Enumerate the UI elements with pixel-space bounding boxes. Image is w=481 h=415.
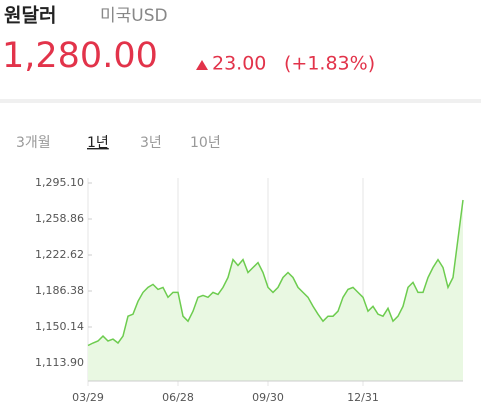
y-tick-label: 1,222.62 xyxy=(35,248,84,261)
x-tick-label: 12/31 xyxy=(347,391,379,404)
change: 23.00 xyxy=(212,53,266,75)
x-tick-label: 03/29 xyxy=(72,391,104,404)
y-tick-label: 1,258.86 xyxy=(35,212,84,225)
up-arrow xyxy=(196,60,208,70)
tab[interactable]: 10년 xyxy=(190,135,221,151)
price: 1,280.00 xyxy=(2,36,158,76)
y-tick-label: 1,295.10 xyxy=(35,176,84,189)
change-pct: (+1.83%) xyxy=(284,53,375,75)
y-tick-label: 1,186.38 xyxy=(35,284,84,297)
title: 원달러 xyxy=(4,5,56,27)
y-tick-label: 1,150.14 xyxy=(35,320,84,333)
tab-active[interactable]: 1년 xyxy=(87,135,109,151)
x-tick-label: 06/28 xyxy=(162,391,194,404)
x-tick-label: 09/30 xyxy=(252,391,284,404)
line xyxy=(87,199,464,347)
chart: 03/29 06/28 09/30 12/31 1,113.90 1,150.14 1,18… xyxy=(35,176,464,404)
y-tick-label: 1,113.90 xyxy=(35,356,84,369)
separator xyxy=(0,99,481,103)
tab[interactable]: 3개월 xyxy=(16,135,51,151)
tab[interactable]: 3년 xyxy=(140,135,162,151)
subtitle: 미국USD xyxy=(100,6,168,26)
